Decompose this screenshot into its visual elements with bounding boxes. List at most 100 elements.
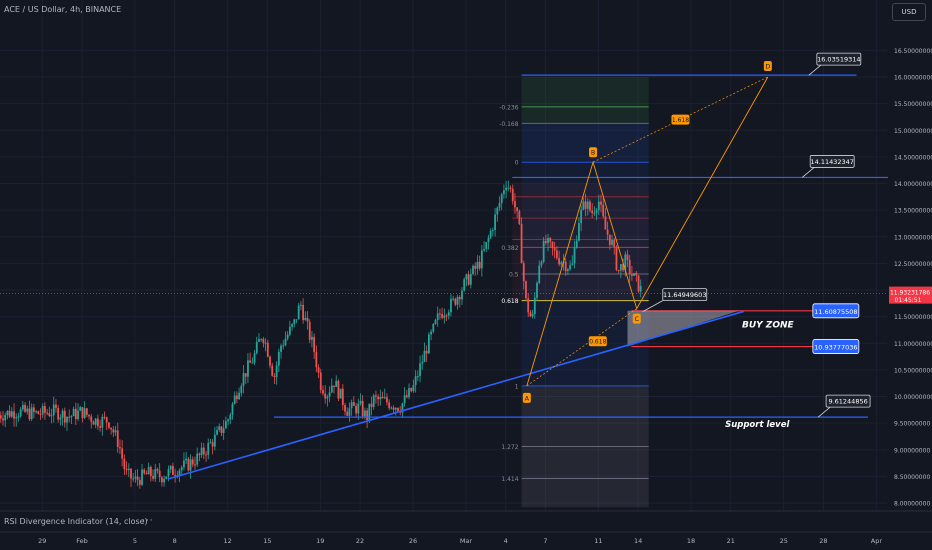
buy-zone-annotation: BUY ZONE (742, 321, 795, 331)
candle-body (291, 324, 293, 327)
candle-body (304, 317, 307, 321)
candle-body (597, 201, 600, 211)
candle-body (251, 362, 254, 364)
candle-body (567, 269, 569, 272)
candle-body (311, 336, 313, 340)
candle-body (350, 402, 353, 409)
candle-body (96, 418, 99, 427)
pattern-point-marker[interactable] (632, 313, 641, 324)
candle-body (242, 373, 245, 386)
time-tick-label: 15 (263, 537, 271, 545)
candle-body (50, 415, 53, 417)
pattern-point-label: A (525, 394, 530, 402)
candle-body (498, 203, 501, 208)
price-tick-label: 15.50000000 (894, 101, 932, 108)
candle-body (613, 240, 616, 247)
candle-body (121, 448, 124, 459)
candle-body (507, 187, 510, 189)
candle-body (355, 405, 357, 414)
callout-pointer (642, 300, 663, 312)
current-price-value: 11.93231786 (890, 290, 930, 297)
price-pill[interactable] (812, 339, 860, 354)
candle-body (319, 372, 322, 390)
candle-body (123, 458, 126, 470)
candle-body (198, 453, 201, 456)
fib-level-label: -0.168 (499, 121, 519, 128)
candle-body (174, 474, 177, 476)
candle-body (32, 407, 35, 412)
candle-body (359, 400, 362, 404)
candle-body (194, 464, 196, 466)
candle-body (467, 274, 470, 285)
candle-body (558, 258, 560, 265)
candle-body (584, 201, 587, 209)
support-trendline[interactable] (167, 310, 745, 480)
candle-body (132, 478, 135, 480)
price-tick-label: 9.50000000 (894, 421, 930, 428)
price-callout-label: 9.61244856 (828, 398, 867, 406)
price-axis[interactable] (888, 0, 932, 550)
time-tick-label: 22 (356, 537, 364, 545)
price-tick-label: 11.00000000 (894, 341, 932, 348)
candle-body (273, 375, 276, 378)
pattern-point-marker[interactable] (763, 61, 772, 71)
candle-body (92, 421, 95, 425)
candle-body (333, 385, 335, 387)
ratio-badge-label: 0.618 (589, 339, 606, 346)
candle-body (472, 265, 474, 274)
candle-body (514, 201, 516, 208)
candle-body (469, 273, 472, 285)
price-pill[interactable] (812, 303, 860, 319)
pattern-point-marker[interactable] (522, 392, 531, 403)
candle-body (165, 476, 168, 479)
candle-body (516, 207, 519, 212)
candle-body (503, 190, 505, 195)
fib-level-label: 0.618 (501, 298, 518, 305)
candle-body (419, 363, 421, 377)
candle-body (315, 352, 318, 368)
candle-body (59, 417, 62, 420)
candle-body (130, 468, 132, 479)
candle-body (189, 459, 192, 471)
candle-body (527, 298, 530, 313)
candle-body (187, 458, 190, 471)
callout-pointer (817, 406, 831, 418)
candle-body (363, 410, 366, 417)
price-callout[interactable] (816, 52, 862, 66)
fib-extension-zone (521, 77, 649, 124)
candle-body (335, 380, 338, 387)
fib-level-label: -0.236 (499, 104, 519, 111)
candle-body (602, 204, 605, 217)
price-callout[interactable] (809, 155, 855, 168)
candle-body (280, 345, 282, 352)
candle-body (8, 410, 11, 417)
candle-body (606, 229, 609, 235)
candle-body (209, 442, 212, 444)
candle-body (202, 447, 205, 455)
candle-body (103, 416, 106, 418)
price-tick-label: 12.50000000 (894, 261, 932, 268)
rsi-indicator-label[interactable]: RSI Divergence Indicator (14, close) (4, 517, 148, 526)
time-tick-label: 25 (780, 537, 788, 545)
candle-body (302, 304, 305, 321)
candle-body (322, 389, 324, 394)
price-callout[interactable] (825, 394, 871, 408)
candle-body (4, 415, 7, 421)
candle-body (269, 356, 271, 366)
candle-body (339, 388, 342, 399)
currency-button[interactable]: USD (892, 3, 926, 21)
price-callout[interactable] (662, 288, 708, 302)
harmonic-pattern-path[interactable] (526, 76, 769, 386)
candle-body (180, 467, 183, 471)
candle-body (478, 261, 481, 269)
current-price-tag (889, 286, 932, 304)
indicator-more-icon[interactable]: ··· (142, 516, 154, 526)
candle-body (372, 395, 375, 407)
pattern-point-marker[interactable] (589, 147, 598, 158)
candle-body (445, 315, 448, 317)
candle-body (622, 264, 624, 271)
candle-body (330, 385, 333, 393)
candle-body (55, 404, 57, 408)
